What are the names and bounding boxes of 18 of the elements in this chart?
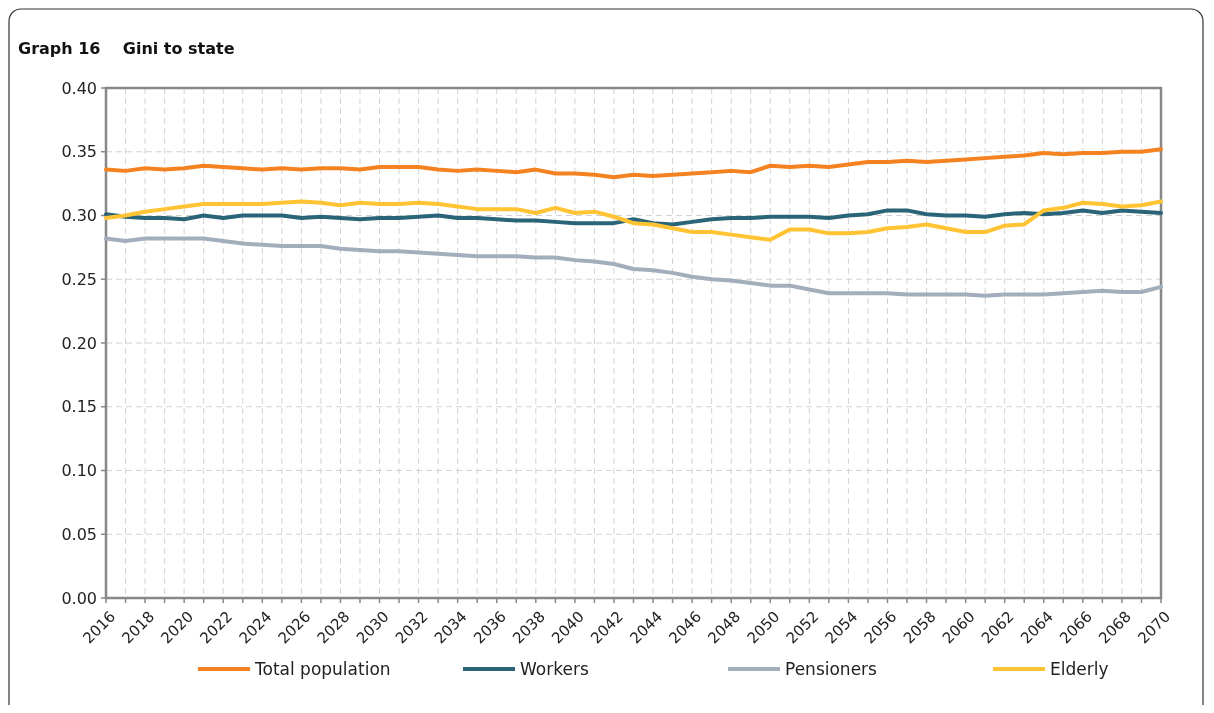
y-tick-label: 0.40 — [61, 78, 97, 98]
legend-label: Workers — [520, 658, 589, 679]
y-tick-label: 0.30 — [61, 206, 97, 226]
line-series — [104, 236, 1163, 298]
y-tick-label: 0.10 — [61, 461, 97, 481]
legend-label: Total population — [254, 658, 391, 679]
legend-label: Pensioners — [785, 658, 878, 679]
y-tick-label: 0.35 — [61, 142, 97, 162]
y-tick-label: 0.15 — [61, 397, 97, 417]
legend-label: Elderly — [1050, 658, 1109, 679]
y-tick-label: 0.00 — [61, 588, 97, 608]
line-series — [104, 147, 1163, 180]
line-series — [104, 199, 1163, 242]
y-tick-label: 0.05 — [61, 524, 97, 544]
chart-title: Graph 16 Gini to state — [18, 39, 235, 58]
y-tick-label: 0.20 — [61, 333, 97, 353]
y-tick-label: 0.25 — [61, 269, 97, 289]
line-series — [104, 208, 1163, 227]
